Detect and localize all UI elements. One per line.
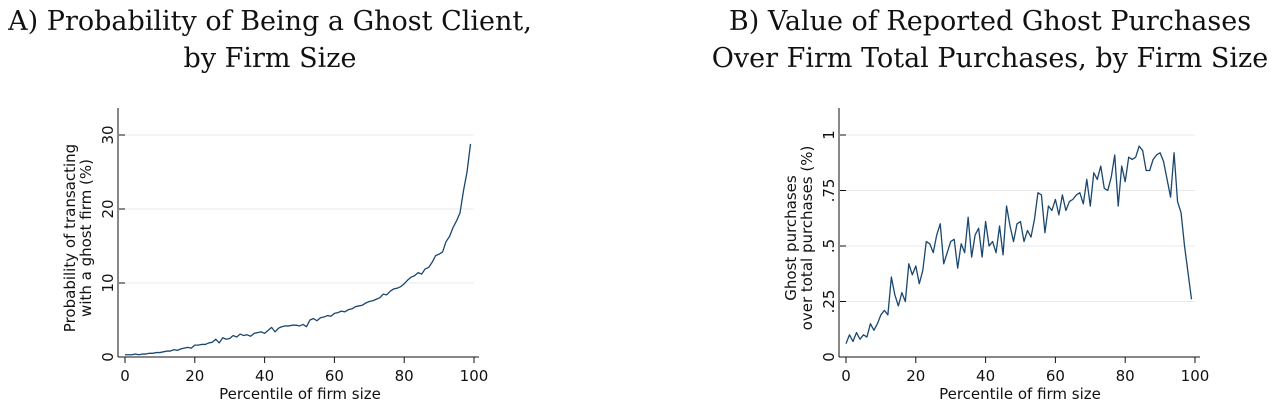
panel-b-x-label: Percentile of firm size xyxy=(939,385,1101,403)
panel-b-y-tick-label: 0 xyxy=(820,352,838,362)
panel-a-ticks: 0 10 20 30 0 20 40 60 80 100 xyxy=(99,125,488,385)
panel-a-title-line-2: by Firm Size xyxy=(184,43,357,74)
panel-a-y-label-line-2: with a ghost firm (%) xyxy=(77,159,95,317)
panel-b-gridlines xyxy=(846,134,1195,302)
panel-b-y-tick-label: 1 xyxy=(820,130,838,140)
panel-a-y-label: Probability of transacting with a ghost … xyxy=(61,144,95,332)
panel-b-x-tick-label: 100 xyxy=(1181,367,1210,385)
panel-a-x-tick-label: 40 xyxy=(255,367,274,385)
panel-a-y-label-line-1: Probability of transacting xyxy=(61,144,79,332)
panel-a-y-tick-label: 10 xyxy=(99,273,117,292)
panel-a-x-tick-label: 60 xyxy=(325,367,344,385)
panel-a-x-label: Percentile of firm size xyxy=(219,385,381,403)
panel-b-x-tick-label: 60 xyxy=(1046,367,1065,385)
panel-b-y-tick-label: .75 xyxy=(820,179,838,203)
panel-a-x-tick-label: 100 xyxy=(460,367,489,385)
panel-b-y-label-line-1: Ghost purchases xyxy=(782,175,800,301)
panel-b-y-label: Ghost purchases over total purchases (%) xyxy=(782,146,816,331)
panel-b-series-line xyxy=(845,145,1193,344)
panel-a-x-tick-label: 20 xyxy=(185,367,204,385)
panel-b: B) Value of Reported Ghost Purchases Ove… xyxy=(712,6,1269,403)
panel-a-y-tick-label: 0 xyxy=(99,352,117,362)
panel-b-y-tick-label: .5 xyxy=(820,239,838,253)
panel-a-gridlines xyxy=(125,134,474,284)
panel-b-x-tick-label: 80 xyxy=(1116,367,1135,385)
panel-a-x-tick-label: 80 xyxy=(395,367,414,385)
panel-a-title-line-1: A) Probability of Being a Ghost Client, xyxy=(7,6,532,37)
panel-b-x-tick-label: 40 xyxy=(976,367,995,385)
panel-b-y-label-line-2: over total purchases (%) xyxy=(798,146,816,331)
panel-b-title-line-2: Over Firm Total Purchases, by Firm Size xyxy=(712,43,1269,74)
panel-b-ticks: 0 .25 .5 .75 1 0 20 40 60 80 100 xyxy=(820,130,1209,385)
panel-a-x-tick-label: 0 xyxy=(120,367,130,385)
panel-b-y-tick-label: .25 xyxy=(820,290,838,314)
panel-a-y-tick-label: 20 xyxy=(99,199,117,218)
panel-a-y-tick-label: 30 xyxy=(99,125,117,144)
panel-a-series-line xyxy=(125,143,472,356)
panel-b-title-line-1: B) Value of Reported Ghost Purchases xyxy=(729,6,1251,37)
panel-b-x-tick-label: 0 xyxy=(841,367,851,385)
panel-b-x-tick-label: 20 xyxy=(906,367,925,385)
panel-a: A) Probability of Being a Ghost Client, … xyxy=(7,6,532,403)
